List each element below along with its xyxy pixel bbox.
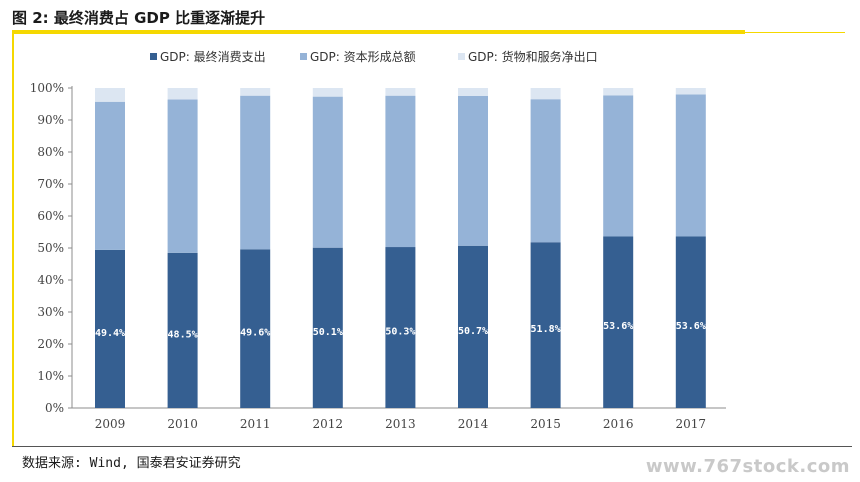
y-tick-label: 0% [45, 401, 64, 415]
y-tick-label: 100% [30, 81, 64, 95]
bar-2 [312, 96, 343, 248]
bar-3 [312, 88, 343, 97]
x-tick-label: 2013 [385, 417, 416, 431]
y-tick-label: 10% [37, 369, 64, 383]
bar-1 [95, 249, 125, 408]
bar-3 [458, 88, 488, 96]
bar-2 [167, 99, 198, 253]
legend-label-2: GDP: 资本形成总额 [310, 50, 416, 64]
y-tick-label: 30% [37, 305, 64, 319]
bar-data-label: 49.4% [95, 328, 125, 339]
bar-data-label: 50.3% [385, 327, 415, 338]
legend-label-3: GDP: 货物和服务净出口 [468, 49, 598, 64]
y-tick-label: 70% [37, 177, 64, 191]
bar-1 [385, 247, 416, 408]
legend-label-1: GDP: 最终消费支出 [160, 49, 266, 64]
bar-data-label: 50.1% [313, 327, 343, 338]
x-tick-label: 2015 [530, 417, 561, 431]
x-tick-label: 2014 [458, 417, 489, 431]
bar-3 [603, 88, 634, 96]
figure-frame-left [12, 34, 14, 447]
bar-2 [95, 101, 125, 250]
bar-2 [675, 94, 706, 237]
bar-data-label: 49.6% [240, 328, 270, 339]
title-underline-extension [745, 32, 845, 33]
legend-swatch-1 [150, 53, 157, 60]
bar-data-label: 53.6% [603, 321, 633, 332]
bar-3 [167, 88, 198, 100]
bar-1 [530, 242, 561, 408]
legend-swatch-3 [458, 53, 465, 60]
bar-data-label: 53.6% [676, 321, 706, 332]
x-tick-label: 2017 [676, 417, 707, 431]
watermark: www.767stock.com [645, 456, 850, 477]
bar-1 [458, 245, 488, 408]
figure-frame-bottom [12, 446, 852, 447]
y-tick-label: 40% [37, 273, 64, 287]
x-tick-label: 2016 [603, 417, 634, 431]
bar-3 [530, 88, 561, 100]
x-tick-label: 2009 [95, 417, 126, 431]
bar-2 [385, 95, 416, 248]
bar-2 [603, 95, 634, 237]
bar-1 [240, 249, 271, 408]
bar-3 [95, 88, 125, 102]
x-tick-label: 2010 [167, 417, 198, 431]
legend-swatch-2 [300, 53, 307, 60]
bar-1 [675, 236, 706, 408]
bar-2 [240, 95, 271, 250]
figure-title: 图 2: 最终消费占 GDP 比重逐渐提升 [12, 9, 266, 27]
x-tick-label: 2011 [240, 417, 271, 431]
bar-1 [603, 236, 634, 408]
bar-1 [312, 247, 343, 408]
bar-2 [458, 96, 488, 246]
bar-3 [385, 88, 416, 96]
y-tick-label: 90% [37, 113, 64, 127]
bar-3 [240, 88, 271, 96]
bar-data-label: 51.8% [531, 324, 561, 335]
y-tick-label: 60% [37, 209, 64, 223]
bar-data-label: 48.5% [168, 329, 198, 340]
title-underline [12, 30, 745, 34]
bar-1 [167, 252, 198, 408]
y-tick-label: 80% [37, 145, 64, 159]
x-tick-label: 2012 [313, 417, 344, 431]
source-note: 数据来源: Wind, 国泰君安证券研究 [22, 456, 241, 471]
bar-data-label: 50.7% [458, 326, 488, 337]
y-tick-label: 20% [37, 337, 64, 351]
bar-3 [675, 88, 706, 95]
bar-2 [530, 99, 561, 243]
y-tick-label: 50% [37, 241, 64, 255]
